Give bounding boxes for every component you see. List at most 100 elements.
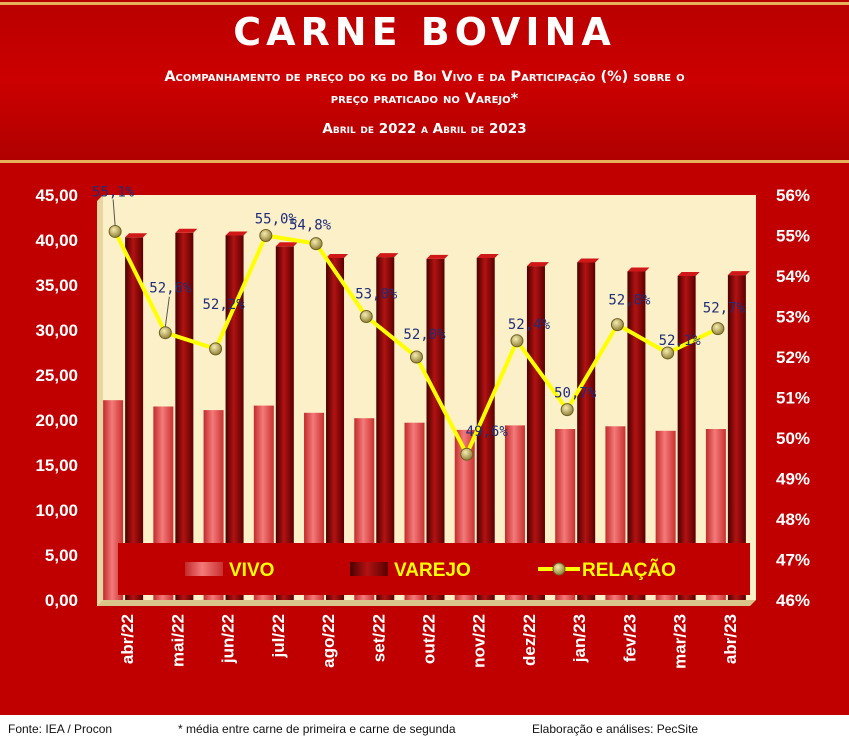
relacao-marker — [460, 447, 474, 461]
footer-note: * média entre carne de primeira e carne … — [178, 722, 456, 736]
relacao-data-label: 54,8% — [289, 218, 332, 234]
bar-varejo — [326, 258, 345, 600]
bar-varejo — [526, 266, 545, 600]
chart-frame: CARNE BOVINA Acompanhamento de preço do … — [0, 0, 849, 715]
label-leader-line — [112, 199, 116, 226]
top-divider — [0, 2, 849, 5]
bar-varejo — [426, 258, 445, 600]
relacao-data-label: 52,4% — [508, 317, 551, 333]
bar-varejo — [275, 246, 294, 601]
footer-source: Fonte: IEA / Procon — [8, 722, 113, 736]
relacao-marker — [259, 229, 273, 242]
relacao-marker — [158, 326, 172, 340]
bar-varejo-top — [175, 228, 198, 233]
legend-box — [118, 543, 750, 595]
header-divider — [0, 160, 849, 163]
plot-side-wall — [97, 195, 103, 606]
plot-floor — [97, 600, 756, 606]
bar-varejo-top — [677, 272, 700, 276]
y-left-tick-label: 30,00 — [35, 321, 78, 340]
subtitle-line-2: preço praticado no Varejo* — [330, 91, 519, 107]
legend-label: VIVO — [229, 560, 274, 581]
bar-varejo — [175, 232, 194, 601]
x-tick-label: mar/23 — [671, 614, 690, 669]
relacao-marker — [711, 322, 725, 336]
relacao-marker — [359, 310, 373, 323]
relacao-data-label: 55,1% — [92, 184, 135, 200]
y-left-tick-label: 35,00 — [35, 276, 78, 295]
y-right-tick-label: 46% — [776, 591, 810, 610]
y-left-tick-label: 45,00 — [35, 186, 78, 205]
bar-varejo — [476, 258, 495, 600]
x-tick-label: set/22 — [369, 614, 388, 662]
y-right-tick-label: 47% — [776, 551, 810, 570]
bar-varejo — [125, 237, 144, 601]
bar-varejo — [677, 276, 696, 600]
relacao-data-label: 52,8% — [608, 293, 651, 309]
footer-credit: Elaboração e análises: PecSite — [532, 722, 699, 736]
y-right-tick-label: 55% — [776, 227, 810, 246]
y-right-tick-label: 51% — [776, 389, 810, 408]
y-right-tick-label: 49% — [776, 470, 810, 489]
label-leader-line — [164, 296, 170, 327]
bar-varejo-top — [376, 253, 399, 258]
relacao-marker — [410, 350, 423, 364]
bar-varejo — [577, 262, 596, 600]
combo-chart: 0,00 5,00 10,00 15,00 20,00 25,00 30,00 35,00 40… — [35, 184, 810, 669]
relacao-data-label: 50,7% — [554, 386, 597, 402]
x-tick-label: abr/23 — [721, 614, 740, 664]
legend-swatch-relacao-marker — [552, 562, 566, 576]
relacao-data-label: 49,6% — [466, 424, 509, 440]
bar-varejo-top — [426, 254, 449, 259]
relacao-marker — [560, 403, 574, 417]
bar-varejo-top — [275, 242, 298, 247]
relacao-marker — [209, 342, 223, 356]
relacao-data-label: 52,7% — [703, 301, 746, 317]
x-tick-label: ago/22 — [319, 614, 338, 668]
y-right-tick-label: 54% — [776, 267, 810, 286]
y-left-tick-label: 10,00 — [35, 501, 78, 520]
relacao-marker — [610, 318, 624, 332]
y-right-tick-label: 48% — [776, 510, 810, 529]
y-right-tick-label: 53% — [776, 308, 810, 327]
relacao-data-label: 52,0% — [403, 327, 446, 343]
bar-varejo — [727, 275, 746, 600]
legend-swatch-vivo — [185, 562, 223, 576]
x-tick-label: dez/22 — [520, 614, 539, 666]
legend-label: RELAÇÃO — [582, 559, 676, 581]
x-tick-label: jun/22 — [219, 614, 238, 664]
bar-varejo-top — [526, 262, 549, 267]
bar-varejo — [627, 271, 646, 600]
y-left-tick-label: 20,00 — [35, 411, 78, 430]
chart-period: Abril de 2022 a Abril de 2023 — [322, 121, 527, 137]
relacao-marker — [108, 224, 122, 238]
relacao-data-label: 55,0% — [255, 212, 298, 228]
legend-swatch-varejo — [350, 562, 388, 576]
bar-varejo-top — [225, 231, 248, 236]
x-tick-label: jul/22 — [269, 614, 288, 658]
y-left-tick-label: 40,00 — [35, 231, 78, 250]
subtitle-line-1: Acompanhamento de preço do kg do Boi Viv… — [164, 69, 685, 85]
bar-varejo — [225, 235, 244, 600]
footer: Fonte: IEA / Procon * média entre carne … — [0, 716, 849, 743]
x-tick-label: nov/22 — [470, 614, 489, 668]
legend-label: VAREJO — [394, 560, 471, 581]
bar-varejo-top — [577, 258, 600, 263]
header-band: CARNE BOVINA Acompanhamento de preço do … — [0, 0, 849, 160]
relacao-data-label: 52,2% — [202, 297, 245, 313]
chart-subtitle: Acompanhamento de preço do kg do Boi Viv… — [30, 66, 819, 110]
y-left-tick-label: 25,00 — [35, 366, 78, 385]
relacao-data-label: 52,6% — [149, 281, 192, 297]
relacao-marker — [661, 346, 675, 360]
y-right-tick-label: 52% — [776, 348, 810, 367]
y-left-tick-label: 0,00 — [45, 591, 78, 610]
chart-title: CARNE BOVINA — [233, 10, 616, 54]
bar-varejo-top — [476, 254, 499, 258]
bar-varejo-top — [125, 233, 148, 238]
relacao-data-label: 52,1% — [659, 333, 702, 349]
bar-varejo — [376, 257, 395, 600]
bar-varejo-top — [326, 254, 349, 258]
relacao-marker — [510, 334, 524, 348]
x-tick-label: out/22 — [420, 614, 439, 664]
y-left-tick-label: 15,00 — [35, 456, 78, 475]
